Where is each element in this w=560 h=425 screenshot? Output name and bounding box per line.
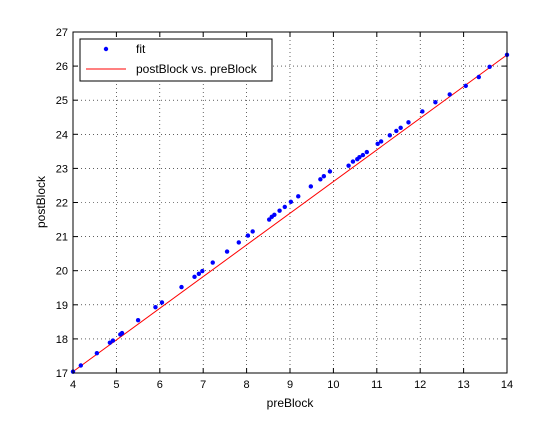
data-point: [210, 260, 215, 265]
data-point: [360, 152, 366, 158]
data-point: [266, 217, 272, 222]
y-tick-label: 24: [56, 129, 68, 141]
x-tick-label: 13: [457, 379, 469, 391]
fit-line: [72, 54, 508, 373]
data-point: [447, 92, 452, 97]
x-axis-label: preBlock: [267, 396, 315, 410]
x-tick-label: 11: [371, 379, 382, 391]
y-tick-label: 21: [56, 232, 68, 244]
data-point: [110, 338, 116, 343]
data-point: [394, 128, 399, 134]
data-point: [179, 284, 184, 290]
legend-label-postblock: postBlock vs. preBlock: [136, 62, 258, 76]
data-point: [153, 304, 158, 310]
data-point: [364, 149, 370, 155]
axis-ticks: [72, 31, 508, 374]
y-tick-label: 27: [56, 27, 68, 39]
data-point: [250, 229, 255, 234]
data-point: [192, 274, 197, 280]
legend-label-fit: fit: [136, 42, 146, 56]
y-tick-label: 18: [56, 334, 68, 346]
data-point: [135, 317, 141, 323]
data-point: [321, 174, 327, 179]
data-point: [463, 83, 468, 89]
y-axis-label: postBlock: [34, 175, 48, 228]
x-tick-label: 7: [200, 379, 206, 391]
data-point: [378, 139, 384, 144]
y-tick-label: 20: [56, 266, 68, 278]
data-point: [476, 74, 481, 80]
data-point: [387, 133, 393, 138]
x-tick-label: 12: [414, 379, 426, 391]
data-point: [200, 268, 205, 274]
data-point: [224, 249, 230, 254]
legend-box: [79, 38, 273, 82]
data-point: [398, 125, 403, 131]
series-layer: [70, 52, 510, 374]
data-point: [94, 351, 100, 356]
x-tick-label: 10: [327, 379, 339, 391]
y-tick-label: 19: [56, 300, 68, 312]
data-point: [346, 163, 351, 168]
data-point: [357, 154, 362, 160]
data-point: [350, 159, 356, 164]
data-point: [282, 204, 287, 210]
data-point: [296, 194, 301, 199]
y-tick-label: 23: [56, 163, 68, 175]
data-point: [196, 271, 202, 276]
data-point: [318, 177, 323, 182]
y-tick-label: 25: [56, 95, 68, 107]
data-point: [245, 233, 251, 238]
y-tick-label: 22: [56, 198, 68, 210]
x-tick-label: 4: [70, 379, 76, 391]
x-tick-label: 8: [244, 379, 250, 391]
data-point: [308, 184, 314, 189]
x-tick-label: 5: [113, 379, 119, 391]
legend-marker-fit: [103, 46, 109, 52]
data-point: [236, 240, 241, 245]
data-point: [272, 212, 277, 217]
data-point: [406, 120, 411, 125]
data-point: [327, 169, 333, 174]
x-tick-label: 6: [157, 379, 163, 391]
data-point: [420, 109, 425, 114]
data-point: [288, 199, 294, 205]
data-point: [78, 363, 84, 368]
y-tick-label: 26: [56, 61, 68, 73]
data-point: [487, 64, 492, 69]
legend: fit postBlock vs. preBlock: [79, 38, 273, 82]
tick-labels: 4 5 6 7 8 9 10 11 12 13 14 17 18 19 20 21 22 23 24 25 26 27: [56, 27, 513, 391]
y-tick-label: 17: [56, 368, 68, 380]
data-point: [119, 330, 125, 336]
x-tick-label: 14: [501, 379, 513, 391]
data-point: [375, 141, 380, 147]
data-point: [433, 100, 438, 105]
data-point: [277, 208, 282, 213]
x-tick-label: 9: [287, 379, 293, 391]
data-point: [159, 300, 165, 305]
